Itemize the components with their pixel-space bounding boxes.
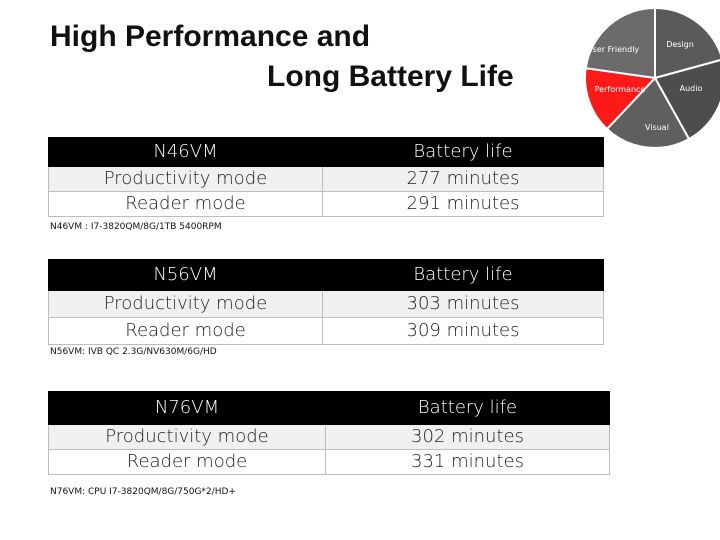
wheel-label-performance: Performance xyxy=(595,85,646,94)
wheel-segment-performance: Performance xyxy=(585,67,658,131)
mode-label: Productivity mode xyxy=(48,290,323,318)
table-row: Reader mode 291 minutes xyxy=(48,191,604,217)
wheel-label-user-friendly: User Friendly xyxy=(587,45,640,54)
model-name: N56VM xyxy=(48,259,323,291)
battery-table-n46vm: N46VM Battery life Productivity mode 277… xyxy=(48,137,604,217)
wheel-segment-shape xyxy=(605,76,691,148)
battery-value: 309 minutes xyxy=(322,317,604,345)
wheel-segment-design: Design xyxy=(654,8,720,80)
spec-note-n46vm: N46VM : I7-3820QM/8G/1TB 5400RPM xyxy=(50,222,222,232)
battery-life-header: Battery life xyxy=(322,137,604,167)
page-title-line-2: Long Battery Life xyxy=(267,60,514,93)
page-title-line-1: High Performance and xyxy=(50,20,371,53)
battery-value: 302 minutes xyxy=(325,424,610,450)
wheel-segment-shape xyxy=(585,67,658,131)
table-row: Reader mode 331 minutes xyxy=(48,449,610,475)
table-header-row: N76VM Battery life xyxy=(48,391,610,425)
wheel-segment-shape xyxy=(653,59,720,141)
wheel-label-visual: Visual xyxy=(645,123,669,132)
model-name: N76VM xyxy=(48,391,326,425)
spec-note-n76vm: N76VM: CPU I7-3820QM/8G/750G*2/HD+ xyxy=(50,487,236,497)
table-row: Reader mode 309 minutes xyxy=(48,317,604,345)
battery-table-n76vm: N76VM Battery life Productivity mode 302… xyxy=(48,391,610,475)
mode-label: Reader mode xyxy=(48,449,326,475)
wheel-segment-shape xyxy=(654,8,720,80)
mode-label: Productivity mode xyxy=(48,424,326,450)
wheel-segment-audio: Audio xyxy=(653,59,720,141)
mode-label: Reader mode xyxy=(48,191,323,217)
model-name: N46VM xyxy=(48,137,323,167)
battery-value: 331 minutes xyxy=(325,449,610,475)
battery-life-header: Battery life xyxy=(325,391,610,425)
mode-label: Productivity mode xyxy=(48,166,323,192)
battery-table-n56vm: N56VM Battery life Productivity mode 303… xyxy=(48,259,604,345)
mode-label: Reader mode xyxy=(48,317,323,345)
table-row: Productivity mode 302 minutes xyxy=(48,424,610,450)
table-header-row: N46VM Battery life xyxy=(48,137,604,167)
spec-note-n56vm: N56VM: IVB QC 2.3G/NV630M/6G/HD xyxy=(50,347,217,357)
battery-value: 291 minutes xyxy=(322,191,604,217)
table-row: Productivity mode 303 minutes xyxy=(48,290,604,318)
feature-wheel: User Friendly Design Audio Visual Perfor… xyxy=(585,8,720,148)
wheel-label-design: Design xyxy=(666,40,694,49)
battery-life-header: Battery life xyxy=(322,259,604,291)
wheel-segment-user-friendly: User Friendly xyxy=(585,8,656,80)
table-row: Productivity mode 277 minutes xyxy=(48,166,604,192)
wheel-segment-visual: Visual xyxy=(605,76,691,148)
table-header-row: N56VM Battery life xyxy=(48,259,604,291)
battery-value: 277 minutes xyxy=(322,166,604,192)
battery-value: 303 minutes xyxy=(322,290,604,318)
wheel-segment-shape xyxy=(585,8,656,80)
wheel-label-audio: Audio xyxy=(680,84,703,93)
